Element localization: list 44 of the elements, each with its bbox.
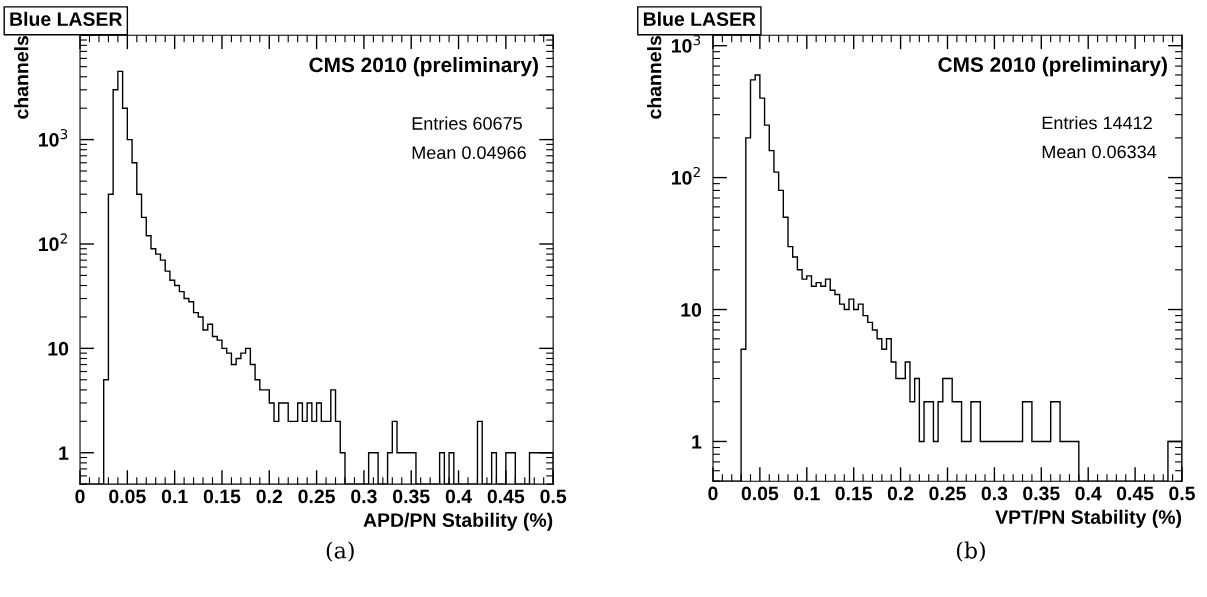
- y-tick-label: 1: [692, 435, 702, 449]
- annotation: CMS 2010 (preliminary): [938, 56, 1167, 77]
- x-tick-label: 0.35: [393, 489, 430, 504]
- x-tick-label: 0.05: [109, 489, 146, 504]
- y-tick-label: 10$^{2}$: [671, 166, 700, 185]
- x-tick-label: 0.45: [1116, 486, 1154, 501]
- x-tick-label: 0.15: [203, 489, 241, 504]
- x-tick-label: 0: [708, 486, 718, 501]
- text: (a): [326, 541, 354, 562]
- y-tick-label: 10: [681, 303, 702, 317]
- x-tick-label: 0.5: [1169, 486, 1195, 501]
- x-tick-label: 0.3: [981, 486, 1008, 501]
- x-tick-label: 0.45: [487, 489, 525, 504]
- x-tick-label: 0.2: [887, 486, 914, 501]
- y-axis-title: channels: [647, 36, 662, 119]
- x-tick-label: 0.15: [835, 486, 873, 501]
- y-tick-label: 10$^{3}$: [39, 128, 68, 147]
- y-tick-label: 10$^{3}$: [671, 35, 701, 53]
- x-tick-label: 0.35: [1023, 486, 1060, 501]
- x-tick-label: 0.25: [929, 486, 966, 501]
- x-tick-label: 0.1: [161, 489, 188, 504]
- annotation: Entries 60675: [412, 116, 522, 130]
- chart-title: Blue LASER: [10, 11, 123, 26]
- x-tick-label: 0.4: [445, 489, 472, 504]
- x-tick-label: 0.25: [298, 489, 335, 504]
- chart-title: Blue LASER: [643, 11, 756, 27]
- annotation: Mean 0.04966: [412, 146, 526, 160]
- annotation: Mean 0.06334: [1042, 145, 1157, 159]
- annotation: Entries 14412: [1042, 116, 1152, 130]
- x-tick-label: 0.5: [540, 489, 567, 504]
- y-axis-title: channels: [14, 36, 29, 119]
- x-axis-title: APD/PN Stability (%): [363, 512, 553, 531]
- y-tick-label: 10$^{2}$: [39, 233, 67, 252]
- x-tick-label: 0.05: [741, 486, 779, 501]
- x-tick-label: 0.1: [794, 486, 820, 501]
- x-tick-label: 0.2: [256, 489, 283, 504]
- x-tick-label: 0.4: [1075, 486, 1102, 501]
- x-tick-label: 0.3: [351, 489, 377, 504]
- y-tick-label: 10: [48, 341, 69, 356]
- x-axis-title: VPT/PN Stability (%): [995, 509, 1182, 528]
- text: (b): [956, 541, 985, 562]
- annotation: CMS 2010 (preliminary): [309, 56, 538, 77]
- x-tick-label: 0: [75, 489, 85, 504]
- y-tick-label: 1: [59, 446, 69, 460]
